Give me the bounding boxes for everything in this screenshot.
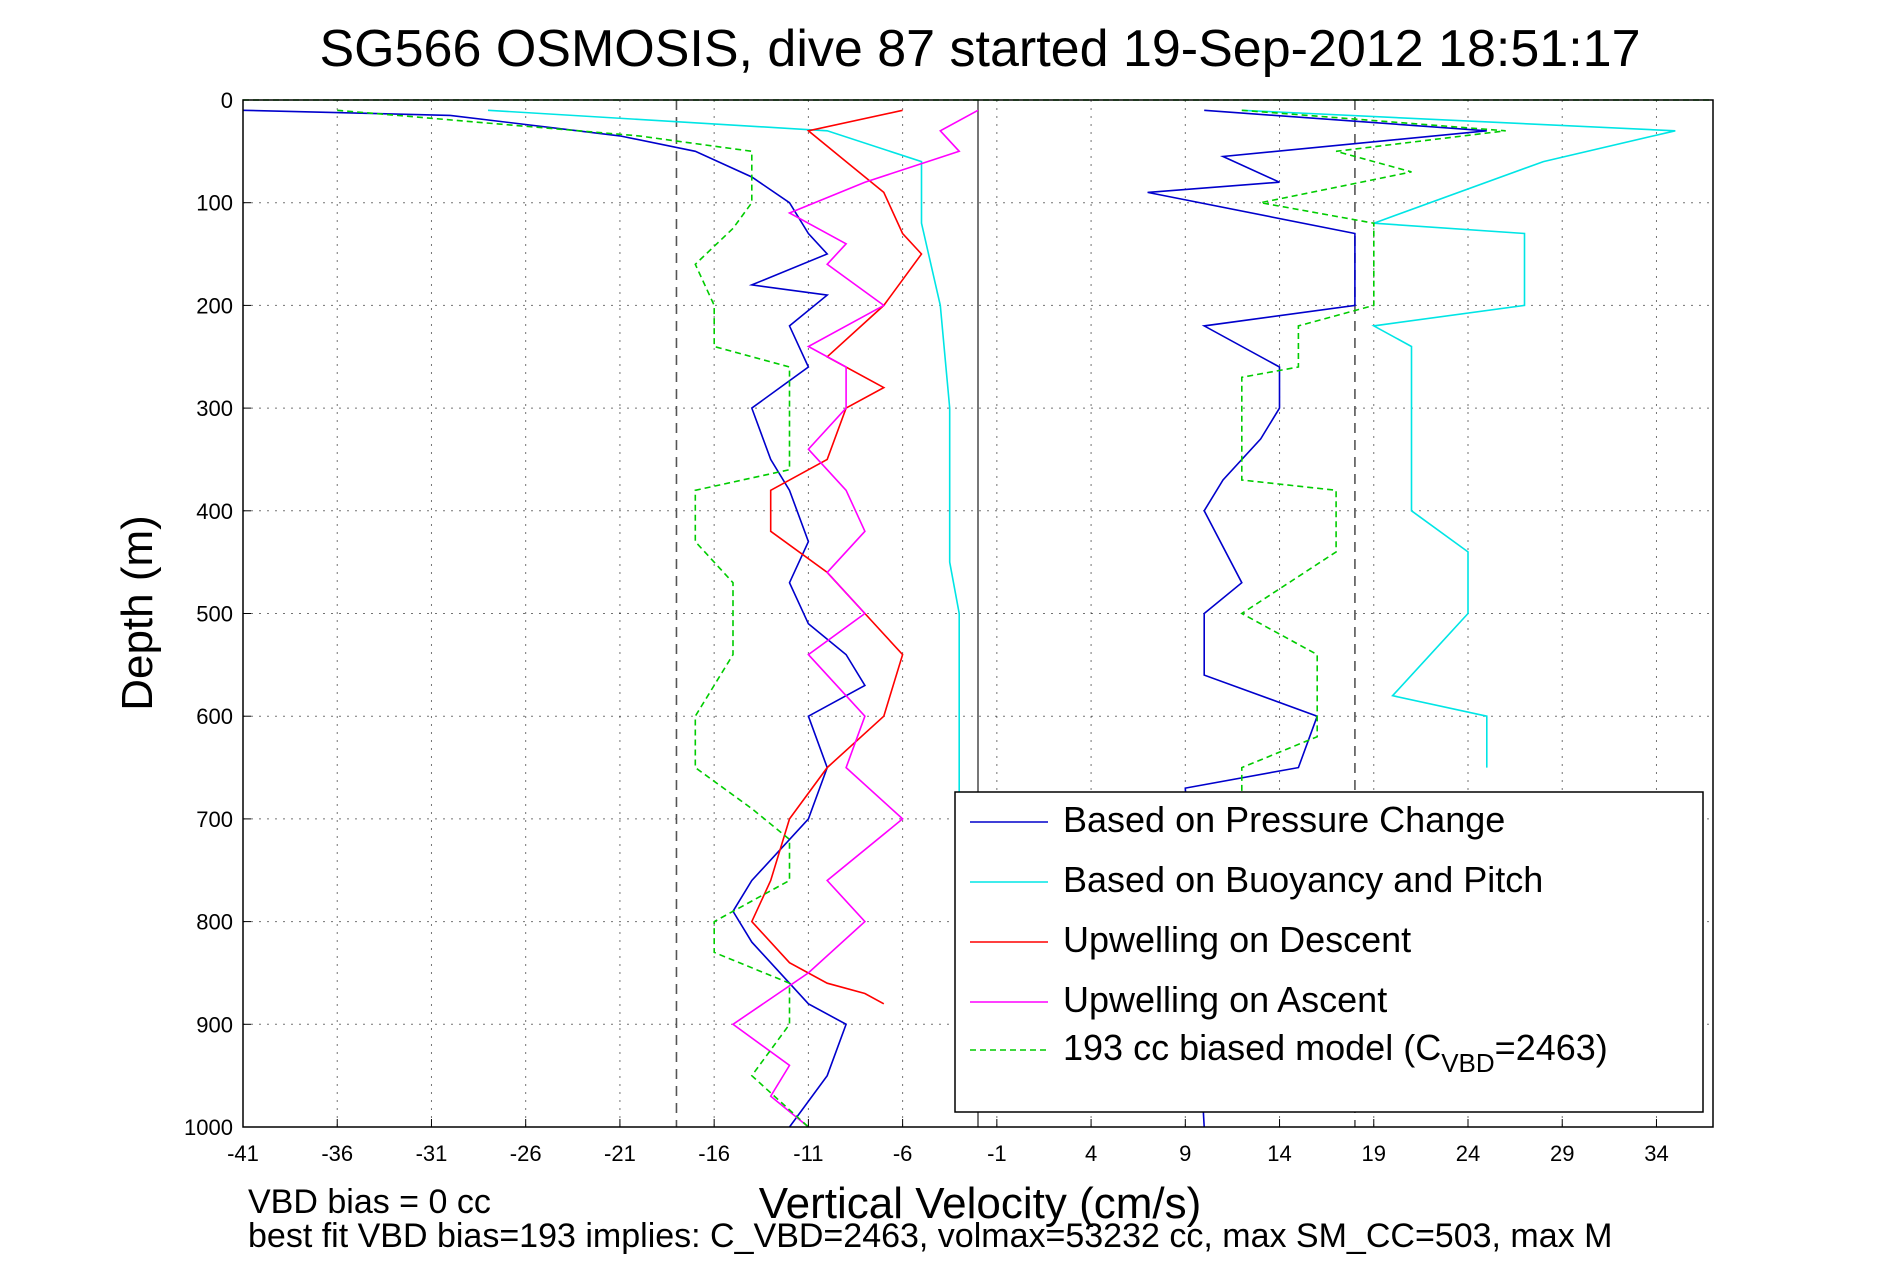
- y-tick-label: 800: [196, 910, 233, 935]
- y-tick-label: 500: [196, 602, 233, 627]
- y-axis-label: Depth (m): [113, 515, 162, 711]
- x-tick-label: 19: [1362, 1141, 1386, 1166]
- x-tick-label: -36: [321, 1141, 353, 1166]
- y-tick-label: 100: [196, 191, 233, 216]
- legend-box: [954, 791, 1704, 1113]
- legend-label: Upwelling on Descent: [1063, 919, 1411, 960]
- x-tick-label: -41: [227, 1141, 259, 1166]
- left-series-2: [750, 109, 923, 1005]
- x-tick-label: -31: [416, 1141, 448, 1166]
- x-tick-label: 4: [1085, 1141, 1097, 1166]
- x-tick-label: 34: [1644, 1141, 1668, 1166]
- series-group: [242, 109, 1676, 1128]
- y-tick-label: 900: [196, 1012, 233, 1037]
- legend-label-text: Based on Buoyancy and Pitch: [1063, 859, 1543, 900]
- legend-label-suffix: =2463): [1495, 1027, 1608, 1068]
- legend-label: Upwelling on Ascent: [1063, 979, 1387, 1020]
- x-tick-label: 14: [1267, 1141, 1291, 1166]
- x-ticks: -41 -36 -31 -26 -21 -16 -11 -6 -1 4 9 14 19 24 29 34: [227, 1119, 1669, 1166]
- y-tick-label: 600: [196, 704, 233, 729]
- right-series-0: [1147, 109, 1487, 1128]
- y-tick-label: 200: [196, 293, 233, 318]
- x-tick-label: -1: [987, 1141, 1007, 1166]
- x-tick-label: -11: [793, 1141, 823, 1166]
- legend-label-text: Upwelling on Ascent: [1063, 979, 1387, 1020]
- x-tick-label: 24: [1456, 1141, 1480, 1166]
- chart-title: SG566 OSMOSIS, dive 87 started 19-Sep-20…: [319, 20, 1640, 78]
- legend-label-text: Based on Pressure Change: [1063, 799, 1505, 840]
- x-tick-label: -6: [893, 1141, 913, 1166]
- footer-line-2: best fit VBD bias=193 implies: C_VBD=246…: [248, 1217, 1612, 1255]
- legend-label: 193 cc biased model (CVBD=2463): [1063, 1027, 1608, 1078]
- legend-label-text: 193 cc biased model (C: [1063, 1027, 1441, 1068]
- left-series-1: [487, 109, 961, 881]
- legend: Based on Pressure Change Based on Buoyanc…: [954, 791, 1704, 1113]
- x-tick-label: 9: [1179, 1141, 1191, 1166]
- y-ticks: 0 100 200 300 400 500 600 700 800 900 1000: [184, 88, 251, 1140]
- legend-label: Based on Buoyancy and Pitch: [1063, 859, 1543, 900]
- x-tick-label: 29: [1550, 1141, 1574, 1166]
- x-tick-label: -16: [698, 1141, 730, 1166]
- y-tick-label: 400: [196, 499, 233, 524]
- left-series-0: [242, 109, 867, 1128]
- left-series-3: [731, 109, 979, 1128]
- left-series-4: [337, 109, 809, 1128]
- y-tick-label: 300: [196, 396, 233, 421]
- x-tick-label: -21: [604, 1141, 636, 1166]
- y-tick-label: 0: [221, 88, 233, 113]
- right-series-2: [1240, 109, 1506, 819]
- legend-label: Based on Pressure Change: [1063, 799, 1505, 840]
- x-tick-label: -26: [510, 1141, 542, 1166]
- legend-label-text: Upwelling on Descent: [1063, 919, 1411, 960]
- y-tick-label: 700: [196, 807, 233, 832]
- legend-label-subscript: VBD: [1441, 1048, 1494, 1078]
- right-series-1: [1241, 109, 1676, 768]
- x-axis-label: Vertical Velocity (cm/s): [759, 1179, 1202, 1228]
- y-tick-label: 1000: [184, 1115, 233, 1140]
- footer-line-1: VBD bias = 0 cc: [248, 1183, 491, 1221]
